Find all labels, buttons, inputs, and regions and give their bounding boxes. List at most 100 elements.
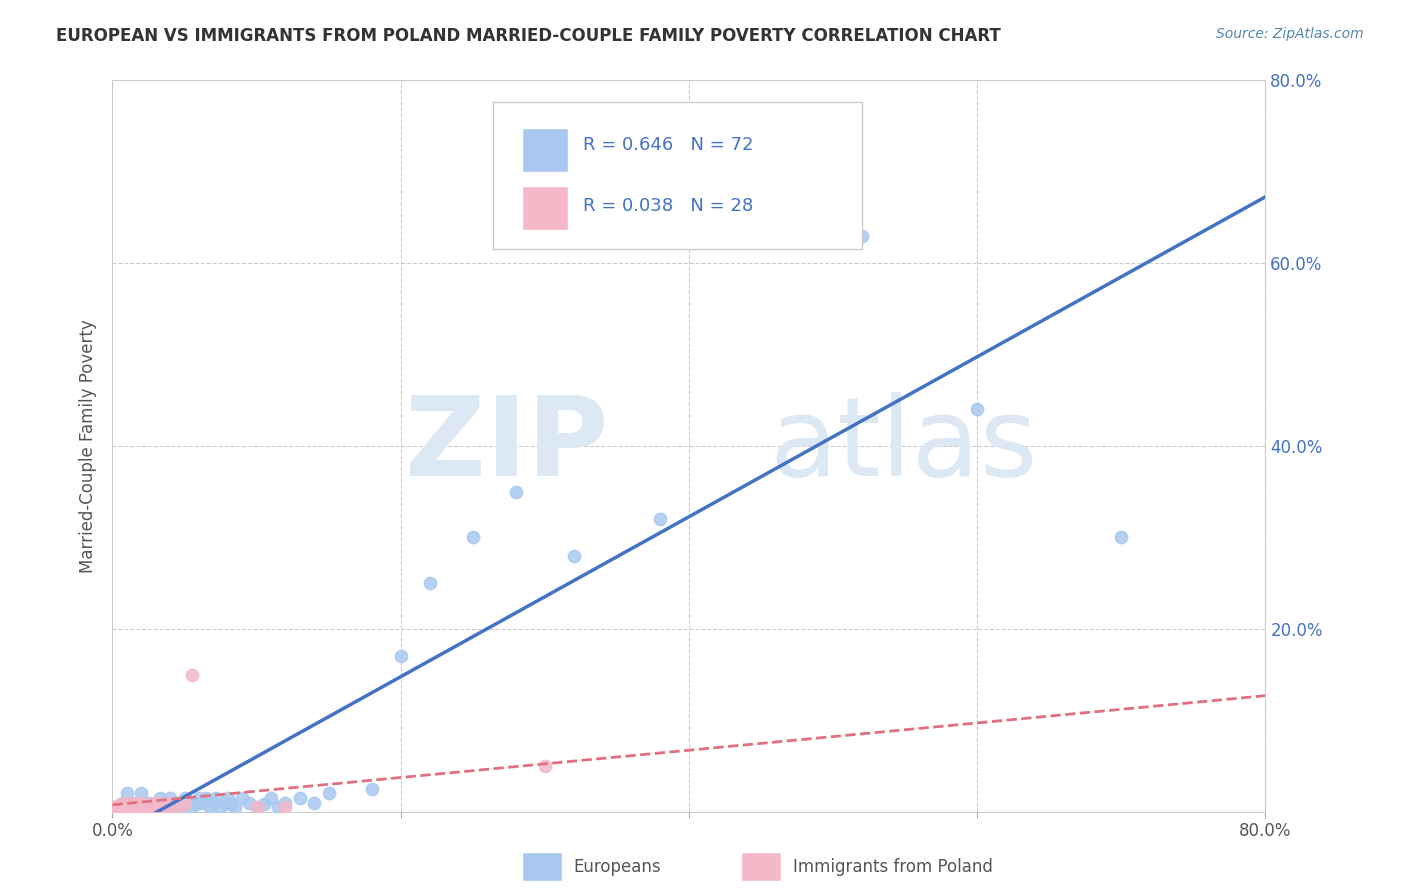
Point (648, 512, 672, 526)
Point (209, 800, 232, 814)
Point (145, 796, 167, 810)
Point (173, 797, 195, 812)
Point (224, 800, 246, 814)
Point (118, 800, 141, 814)
Point (141, 800, 163, 814)
FancyBboxPatch shape (494, 103, 862, 249)
Point (159, 796, 181, 810)
Point (145, 796, 167, 810)
Point (505, 484, 527, 499)
FancyBboxPatch shape (522, 128, 568, 171)
Point (169, 800, 191, 814)
Point (115, 797, 138, 812)
Point (104, 800, 127, 814)
Point (205, 791, 228, 805)
Point (191, 796, 214, 810)
Point (195, 791, 218, 805)
Point (318, 787, 340, 801)
Point (231, 791, 253, 805)
Text: R = 0.646   N = 72: R = 0.646 N = 72 (583, 136, 754, 153)
Point (141, 800, 163, 814)
Point (253, 797, 276, 812)
Point (115, 800, 138, 814)
Point (966, 402, 988, 417)
Point (142, 797, 165, 812)
Point (245, 800, 267, 814)
Point (122, 800, 145, 814)
Point (177, 796, 200, 810)
Point (122, 797, 145, 812)
Point (120, 797, 142, 812)
Point (138, 796, 160, 810)
Point (219, 797, 242, 812)
Point (245, 800, 267, 814)
Point (533, 759, 555, 773)
Text: Europeans: Europeans (574, 857, 661, 876)
Point (152, 797, 174, 812)
Point (115, 787, 138, 801)
Point (134, 800, 156, 814)
Point (125, 797, 148, 812)
Point (112, 800, 135, 814)
Point (562, 549, 585, 563)
Text: Immigrants from Poland: Immigrants from Poland (793, 857, 993, 876)
Text: EUROPEAN VS IMMIGRANTS FROM POLAND MARRIED-COUPLE FAMILY POVERTY CORRELATION CHA: EUROPEAN VS IMMIGRANTS FROM POLAND MARRI… (56, 27, 1001, 45)
Point (156, 800, 179, 814)
Point (118, 800, 141, 814)
Point (1111, 530, 1133, 544)
Text: ZIP: ZIP (405, 392, 609, 500)
Point (155, 800, 177, 814)
Point (101, 800, 124, 814)
Point (111, 796, 134, 810)
Point (159, 791, 181, 805)
FancyBboxPatch shape (522, 186, 568, 230)
Point (127, 800, 149, 814)
Point (129, 796, 153, 810)
Point (274, 800, 297, 814)
Point (138, 800, 160, 814)
Point (156, 797, 179, 812)
Point (112, 797, 135, 812)
Point (851, 228, 873, 243)
FancyBboxPatch shape (522, 852, 562, 881)
Point (115, 796, 138, 810)
Point (200, 800, 222, 814)
Point (360, 781, 382, 796)
Point (166, 796, 188, 810)
Point (120, 796, 142, 810)
Point (129, 797, 153, 812)
Text: R = 0.038   N = 28: R = 0.038 N = 28 (583, 197, 754, 215)
Point (111, 800, 134, 814)
Point (173, 791, 195, 805)
Point (274, 796, 297, 810)
Point (129, 800, 153, 814)
Point (260, 791, 283, 805)
Point (419, 576, 441, 591)
Point (173, 797, 195, 812)
Point (135, 797, 157, 812)
Point (166, 800, 188, 814)
Point (184, 797, 207, 812)
Text: atlas: atlas (769, 392, 1038, 500)
Point (749, 192, 772, 206)
Point (129, 787, 153, 801)
Point (304, 796, 326, 810)
Point (214, 796, 236, 810)
Point (288, 791, 311, 805)
Text: Source: ZipAtlas.com: Source: ZipAtlas.com (1216, 27, 1364, 41)
Point (238, 796, 260, 810)
Point (162, 797, 184, 812)
Point (145, 800, 167, 814)
Point (202, 796, 225, 810)
Point (461, 530, 484, 544)
Point (138, 797, 160, 812)
Point (217, 791, 239, 805)
Point (127, 796, 149, 810)
Point (149, 791, 172, 805)
Point (180, 667, 202, 681)
Point (267, 800, 290, 814)
FancyBboxPatch shape (741, 852, 782, 881)
Point (115, 800, 138, 814)
Point (108, 797, 131, 812)
Point (107, 800, 129, 814)
